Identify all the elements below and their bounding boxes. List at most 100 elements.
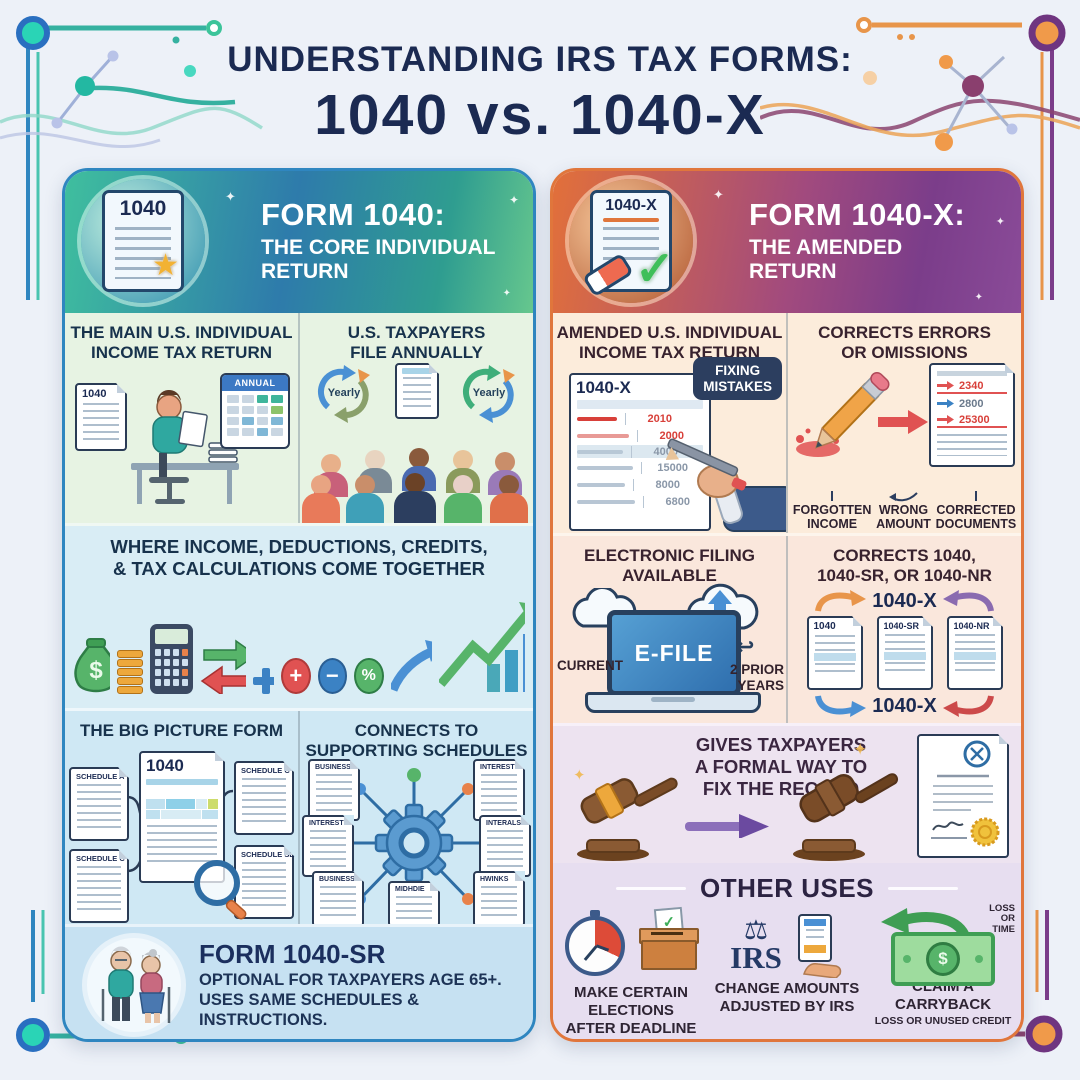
doc-1040-icon: 1040 [75,383,127,451]
heading-line: FILE ANNUALLY [350,343,483,363]
form-1040sr-line2: USES SAME SCHEDULES & INSTRUCTIONS. [199,990,420,1030]
form-1040-subtitle: THE CORE INDIVIDUAL RETURN [261,236,496,283]
doc-lines [77,866,121,914]
note-line: TIME [992,923,1015,935]
schedule-c-doc: SCHEDULE C [69,849,129,923]
doc-fold-shadow [992,617,1002,627]
irs-adjust-item: ⚖ IRS [709,910,865,1038]
corner-network-top-right [760,14,1080,300]
tick-line [974,491,977,501]
form-1040sr-text: FORM 1040-SR OPTIONAL FOR TAXPAYERS AGE … [199,939,533,1030]
form-table-row [146,810,218,819]
doc-label: MIDHDIE [395,886,425,893]
annual-filing-heading: U.S. TAXPAYERS FILE ANNUALLY [300,313,533,363]
doc-1040-icon: 1040 [806,616,863,691]
corrected-value: 2340 [959,379,984,392]
doc-lines [954,662,995,677]
elderly-couple-icon [101,945,171,1023]
doc-fold-shadow [852,617,862,627]
form-1040-panel: ✦ ✦ ✦ 1040 ★ FORM 1040: THE CORE INDIVID… [62,168,536,1042]
wrong-amount-label: WRONG AMOUNT [872,491,935,531]
corrects-errors-cell: CORRECTS ERRORS OR OMISSIONS [786,313,1021,533]
doc-label: INTEREST [480,764,515,771]
doc-band [401,368,432,374]
doc-label: SCHEDULE C [241,766,290,775]
doc-band [883,652,926,661]
stopwatch-hand [595,944,609,952]
amend-row: 6800 [577,494,703,509]
interals-doc: INTERALS [479,815,531,877]
bill-dot [975,955,983,963]
doc-fold-shadow [119,850,128,859]
sparkle-icon: ✦ [853,740,868,759]
doc-1040nr-icon: 1040-NR [946,616,1003,691]
doc-label: 1040-X [576,378,631,397]
doc-lines [805,929,824,943]
doc-label: SCHEDULE A [76,772,125,781]
label-line: FORGOTTEN [792,503,872,517]
error-labels: FORGOTTEN INCOME WRONG AMOUNT CORRECTED DOC… [788,491,1021,531]
heading-line: OR OMISSIONS [841,343,968,363]
other-uses-section: OTHER USES ✓ [553,863,1021,1039]
sparkle-icon: ✦ [974,292,983,303]
amend-row: 2000 [577,428,703,443]
sparkle-icon: ✦ [713,187,724,202]
amend-value: 2010 [625,412,672,425]
doc-band [937,371,1007,376]
blue-curved-arrow-icon [815,695,867,718]
heading-line: & TAX CALCULATIONS COME TOGETHER [112,557,486,579]
plus-circle-icon: + [281,657,311,694]
heading-line: THE MAIN U.S. INDIVIDUAL [70,323,293,342]
forgotten-income-label: FORGOTTEN INCOME [792,491,872,531]
other-uses-heading: OTHER USES [553,873,1021,904]
star-icon: ★ [152,249,179,282]
corrected-row: 2340 [937,379,1007,394]
fixing-mistakes-tag: FIXING MISTAKES [693,357,782,401]
heading-line: 1040-SR, OR 1040-NR [817,566,992,586]
amend-value: 6800 [643,495,690,508]
doc-label: SCHEDULE C [76,854,125,863]
subtitle-line2: RETURN [261,259,349,283]
doc-fold-shadow [922,617,932,627]
yearly-cycle-left: Yearly [314,363,374,423]
orange-curved-arrow-icon [815,590,867,612]
carryback-sublabel: LOSS OR UNUSED CREDIT [874,1015,1012,1027]
tag-line: MISTAKES [703,378,772,394]
forms-top-line: 1040-X [788,588,1021,614]
plus-glyph: + [289,662,303,688]
subtitle-line1: THE CORE INDIVIDUAL [261,236,496,259]
amended-heading: AMENDED U.S. INDIVIDUAL INCOME TAX RETUR… [553,313,786,363]
current-label: CURRENT [557,658,623,673]
laptop-notch [651,697,695,702]
doc-label: 1040 [813,621,836,633]
doc-fold-shadow [999,735,1008,744]
heading-line: WHERE INCOME, DEDUCTIONS, CREDITS, [110,536,488,557]
calculator-keys [154,648,189,686]
efile-laptop-screen: E-FILE [607,610,741,696]
form-1040x-header: ✦ ✦ ✦ 1040-X ✓ FORM 1040-X: THE AMENDED … [553,171,1021,313]
yearly-cycle-right: Yearly [459,363,519,423]
corrects-forms-heading: CORRECTS 1040, 1040-SR, OR 1040-NR [788,536,1021,586]
label-line: AMOUNT [876,517,931,531]
doc-label: 1040 [82,388,107,400]
big-picture-illustration: 1040 SCHEDULE A [65,745,298,927]
scales-icon: ⚖ [743,914,769,945]
schedule-c2-doc: SCHEDULE C [234,761,294,835]
doc-lines [481,886,517,918]
label-line: MAKE CERTAIN [574,984,688,1001]
doc-fold-shadow [1005,364,1014,373]
elections-label: MAKE CERTAIN ELECTIONS AFTER DEADLINE [553,984,709,1038]
subtitle-line1: THE AMENDED [749,236,903,259]
doc-label: INTERALS [486,820,521,827]
green-carryback-arrow-icon [881,908,969,939]
target-1040x-label: 1040-X [872,589,937,612]
raised-document-icon [394,363,439,419]
official-record-document [917,734,1009,858]
left-row-main-return: THE MAIN U.S. INDIVIDUAL INCOME TAX RETU… [65,313,533,523]
schedule-se-doc: SCHEDULE SE [234,845,294,919]
label-line: CHANGE AMOUNTS [714,980,860,997]
minus-glyph: − [325,662,339,688]
doc-lines [316,774,352,812]
corrected-doc: 2340 2800 25300 [929,363,1015,467]
form-1040x-title: FORM 1040-X: [749,197,966,232]
